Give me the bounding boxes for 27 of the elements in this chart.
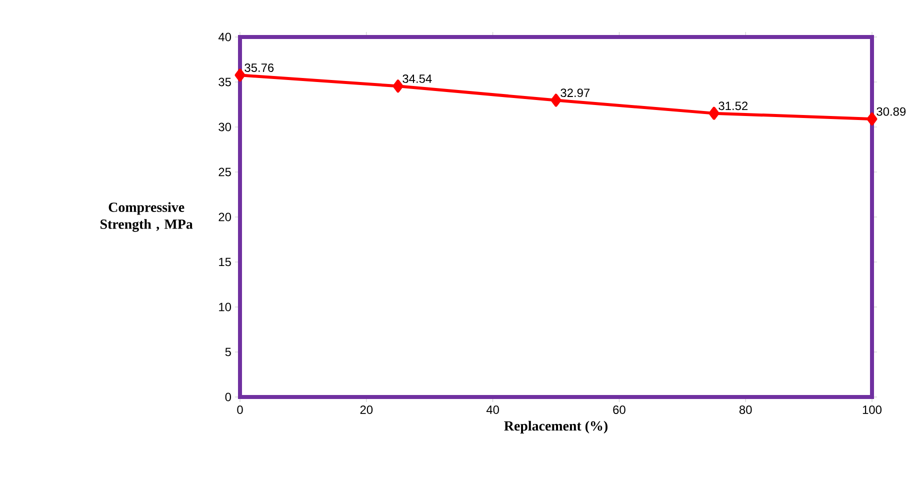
x-tick-label: 100 [862, 406, 882, 414]
x-tick-label: 80 [739, 406, 752, 414]
data-label: 35.76 [244, 64, 274, 72]
x-tick-label: 0 [237, 406, 243, 414]
point [234, 68, 246, 82]
point [550, 94, 562, 107]
y-tick-label: 0 [225, 392, 232, 402]
y-tick-label: 35 [218, 78, 231, 86]
data-label: 34.54 [402, 74, 432, 83]
y-tick-label: 20 [218, 212, 232, 222]
y-tick-label: 10 [219, 302, 232, 312]
data-label: 32.97 [560, 88, 590, 98]
y-axis-title: Compressive Strength , MPa [100, 202, 193, 232]
data-label: 30.89 [876, 107, 906, 116]
x-axis-title: Replacement (%) [504, 420, 608, 434]
x-tick-label: 60 [613, 406, 626, 414]
data-label: 31.52 [718, 102, 748, 110]
x-tick-label: 20 [360, 406, 373, 414]
point [866, 112, 878, 126]
y-tick-label: 30 [218, 122, 232, 132]
point [708, 106, 720, 120]
x-tick-label: 40 [486, 406, 499, 414]
y-tick-label: 40 [218, 32, 232, 42]
point [392, 80, 404, 93]
y-tick-label: 25 [218, 168, 231, 176]
y-tick-label: 5 [225, 348, 231, 356]
y-tick-label: 15 [219, 258, 231, 266]
